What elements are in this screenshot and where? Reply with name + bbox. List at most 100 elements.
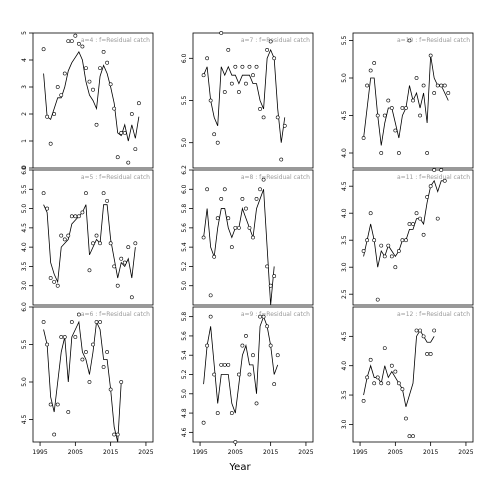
panel-title: a=12 : f=Residual catch (397, 311, 470, 318)
observed-point (428, 53, 433, 58)
observed-point (247, 225, 252, 230)
y-tick-label: 3.0 (21, 281, 28, 291)
y-tick-label: 2 (21, 112, 28, 116)
observed-point (69, 39, 74, 44)
observed-point (59, 335, 64, 339)
x-tick-label: 2015 (263, 449, 278, 456)
observed-point (240, 343, 245, 348)
observed-point (41, 191, 46, 196)
observed-point (400, 106, 405, 110)
observed-point (59, 93, 64, 98)
observed-point (229, 245, 234, 250)
observed-point (236, 372, 241, 377)
observed-point (108, 82, 113, 87)
observed-point (375, 113, 380, 118)
observed-point (244, 206, 248, 211)
panel-title: a=4 : f=Residual catch (81, 37, 150, 44)
panel-1: 0 1 2 3 4 5 a=4 : f=Residual catch (21, 31, 154, 170)
y-tick-label: 4 (21, 58, 28, 62)
panel-frame (32, 32, 154, 169)
observed-point (272, 382, 277, 387)
panel-9: 3.0 3.5 4.0 4.5 1995 2005 2015 2025 a=12 : f=Res… (341, 306, 474, 456)
observed-point (272, 274, 277, 278)
observed-point (108, 241, 113, 246)
observed-point (258, 107, 262, 111)
observed-point (91, 87, 95, 92)
observed-point (411, 434, 415, 439)
observed-point (45, 114, 50, 119)
observed-point (268, 343, 273, 348)
observed-point (411, 98, 415, 103)
y-tick-label: 5 (21, 31, 28, 35)
observed-point (254, 197, 259, 201)
observed-point (87, 268, 92, 273)
observed-point (80, 44, 85, 49)
y-tick-label: 5.8 (181, 312, 188, 322)
observed-point (52, 279, 57, 284)
observed-point (98, 241, 102, 246)
observed-point (382, 113, 387, 118)
observed-point (368, 357, 373, 362)
observed-point (84, 350, 88, 354)
fitted-line (203, 48, 286, 143)
observed-point (382, 254, 387, 259)
panel-2: 5.0 5.5 6.0 a=7 : f=Residual catch (181, 31, 314, 169)
observed-point (55, 402, 60, 407)
panel-7: 4.5 5.0 5.5 6.0 1995 2005 2015 2025 a=6 : f=Resi… (21, 302, 154, 456)
observed-point (421, 334, 426, 339)
x-tick-label: 2015 (423, 449, 438, 456)
observed-point (215, 140, 220, 145)
x-axis-label: Year (228, 462, 251, 473)
observed-point (133, 241, 138, 246)
observed-point (247, 64, 252, 69)
observed-point (368, 211, 373, 216)
y-tick-label: 6.0 (21, 165, 28, 175)
x-tick-label: 2015 (103, 449, 118, 456)
observed-point (212, 254, 217, 259)
observed-point (222, 362, 227, 367)
observed-point (52, 432, 57, 437)
panel-title: a=7 : f=Residual catch (241, 37, 310, 44)
observed-point (52, 112, 57, 116)
observed-point (115, 283, 120, 288)
fitted-line (363, 55, 449, 146)
observed-point (201, 235, 206, 240)
panel-frame (32, 306, 154, 443)
observed-point (254, 401, 259, 406)
x-tick-label: 2005 (388, 449, 403, 456)
observed-point (48, 141, 53, 146)
observed-point (282, 123, 287, 128)
observed-point (268, 39, 273, 44)
y-tick-label: 3.5 (341, 390, 348, 400)
y-tick-label: 5.6 (181, 331, 188, 341)
y-tick-label: 3.0 (341, 262, 348, 272)
observed-point (432, 91, 437, 95)
x-tick-label: 1995 (352, 449, 367, 456)
observed-point (69, 214, 74, 219)
y-tick-label: 3.5 (341, 235, 348, 245)
observed-point (361, 399, 366, 403)
observed-point (389, 106, 394, 110)
observed-point (76, 214, 81, 219)
observed-point (94, 122, 99, 127)
observed-point (372, 381, 377, 386)
observed-point (119, 130, 124, 135)
y-tick-label: 6.0 (21, 302, 28, 312)
observed-point (229, 81, 234, 86)
panel-title: a=5 : f=Residual catch (81, 174, 150, 181)
observed-point (386, 243, 391, 248)
observed-point (414, 211, 419, 216)
observed-point (62, 335, 67, 339)
observed-point (101, 50, 106, 54)
observed-point (226, 362, 231, 367)
observed-point (407, 38, 412, 43)
observed-point (379, 151, 384, 155)
observed-point (379, 243, 384, 248)
observed-point (368, 68, 373, 73)
observed-point (251, 73, 255, 78)
x-tick-label: 2025 (138, 449, 153, 456)
observed-point (108, 387, 113, 392)
observed-point (396, 381, 401, 386)
observed-point (244, 81, 248, 86)
observed-point (265, 324, 270, 329)
